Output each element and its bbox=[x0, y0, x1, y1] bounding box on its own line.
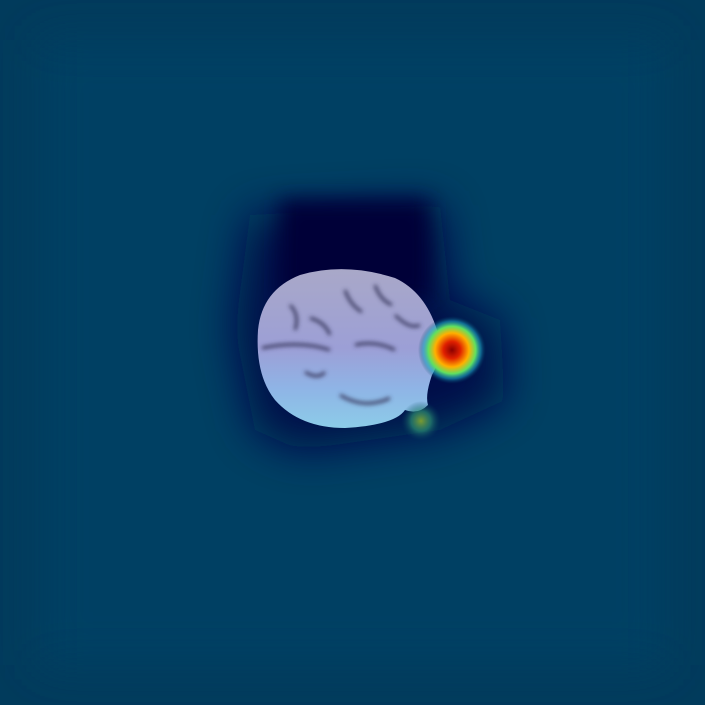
warm-spot bbox=[401, 401, 441, 441]
hot-spot bbox=[418, 316, 486, 384]
brain-sulci bbox=[261, 284, 421, 405]
brain-slice bbox=[257, 269, 441, 428]
